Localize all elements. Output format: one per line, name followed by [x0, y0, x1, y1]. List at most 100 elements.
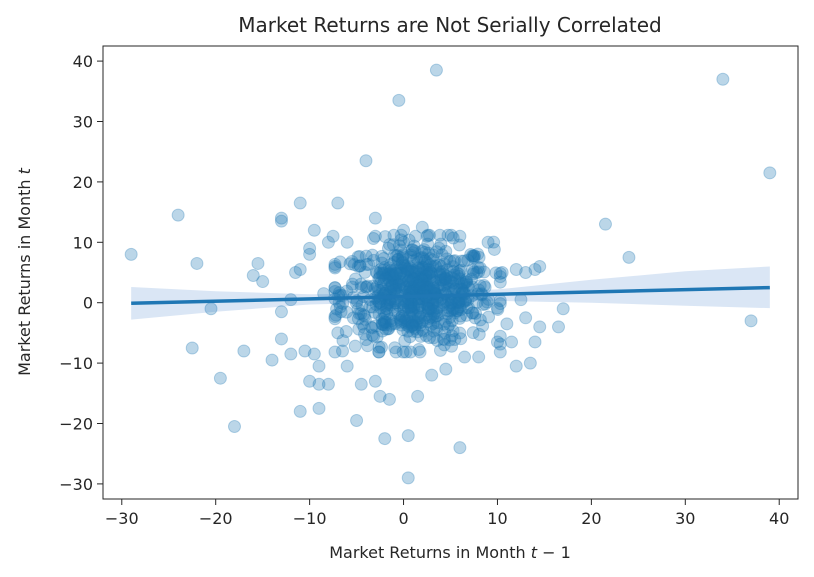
data-point: [419, 258, 433, 272]
data-point: [434, 273, 448, 287]
data-point: [393, 311, 407, 325]
data-point: [357, 320, 371, 334]
data-point: [476, 297, 490, 311]
data-point: [493, 270, 507, 284]
data-point: [482, 310, 496, 324]
data-point: [427, 307, 441, 321]
data-point: [443, 317, 457, 331]
data-point: [466, 267, 480, 281]
data-point: [345, 277, 359, 291]
data-point: [421, 301, 435, 315]
data-point: [312, 377, 326, 391]
data-point: [422, 304, 436, 318]
data-point: [413, 306, 427, 320]
data-point: [404, 248, 418, 262]
data-point: [395, 309, 409, 323]
data-point: [412, 277, 426, 291]
data-point: [426, 317, 440, 331]
data-point: [418, 279, 432, 293]
data-point: [448, 332, 462, 346]
data-point: [375, 317, 389, 331]
data-point: [400, 262, 414, 276]
data-point: [374, 301, 388, 315]
data-point: [396, 248, 410, 262]
data-point: [328, 281, 342, 295]
data-point: [433, 343, 447, 357]
data-point: [401, 429, 415, 443]
data-point: [369, 265, 383, 279]
data-point: [422, 228, 436, 242]
data-point: [426, 311, 440, 325]
data-point: [519, 266, 533, 279]
data-point: [444, 271, 458, 285]
data-point: [457, 254, 471, 268]
data-point: [440, 269, 454, 283]
data-point: [405, 306, 419, 320]
data-point: [392, 93, 406, 107]
data-point: [373, 389, 387, 403]
data-point: [403, 260, 417, 274]
data-point: [434, 273, 448, 287]
data-point: [446, 276, 460, 290]
data-point: [375, 324, 389, 338]
data-point: [493, 275, 507, 289]
data-point: [328, 261, 342, 275]
data-point: [373, 266, 387, 280]
data-point: [429, 304, 443, 318]
data-point: [399, 261, 413, 275]
data-point: [392, 278, 406, 292]
data-point: [406, 246, 420, 260]
data-point: [380, 307, 394, 321]
data-point: [424, 318, 438, 332]
data-point: [394, 275, 408, 289]
data-point: [389, 281, 403, 295]
data-point: [434, 265, 448, 279]
data-point: [487, 235, 501, 249]
data-point: [416, 281, 430, 295]
data-point: [369, 319, 383, 333]
data-point: [397, 258, 411, 272]
data-point: [185, 341, 199, 355]
x-axis-label: Market Returns in Month t − 1: [329, 543, 571, 562]
data-point: [394, 318, 408, 332]
x-axis-ticks: −30 −20 −10 0 10 20 30 40: [105, 499, 789, 528]
data-point: [439, 362, 453, 376]
data-point: [412, 343, 426, 357]
data-point: [461, 253, 475, 267]
data-point: [426, 273, 440, 287]
data-point: [265, 353, 279, 367]
data-point: [404, 304, 418, 318]
data-point: [428, 259, 442, 273]
data-point: [406, 324, 420, 338]
data-point: [472, 250, 486, 264]
data-point: [414, 276, 428, 290]
data-point: [420, 268, 434, 282]
data-point: [394, 261, 408, 275]
data-point: [374, 276, 388, 290]
data-point: [414, 251, 428, 265]
data-point: [340, 305, 354, 319]
data-point: [397, 311, 411, 325]
data-point: [378, 311, 392, 325]
data-point: [438, 272, 452, 286]
data-point: [407, 301, 421, 315]
y-tick-label: 10: [73, 233, 93, 252]
data-point: [360, 280, 374, 294]
data-point: [429, 321, 443, 335]
data-point: [406, 299, 420, 313]
data-point: [420, 298, 434, 312]
data-point: [493, 329, 507, 343]
data-point: [403, 309, 417, 323]
data-point: [411, 389, 425, 403]
data-point: [379, 315, 393, 329]
data-point: [469, 306, 483, 320]
data-point: [394, 315, 408, 329]
data-point: [408, 265, 422, 279]
data-point: [404, 299, 418, 313]
data-point: [375, 317, 389, 331]
data-point: [124, 247, 138, 261]
data-point: [466, 280, 480, 294]
data-point: [437, 257, 451, 271]
regression-line-layer: [131, 285, 770, 306]
data-point: [403, 300, 417, 314]
